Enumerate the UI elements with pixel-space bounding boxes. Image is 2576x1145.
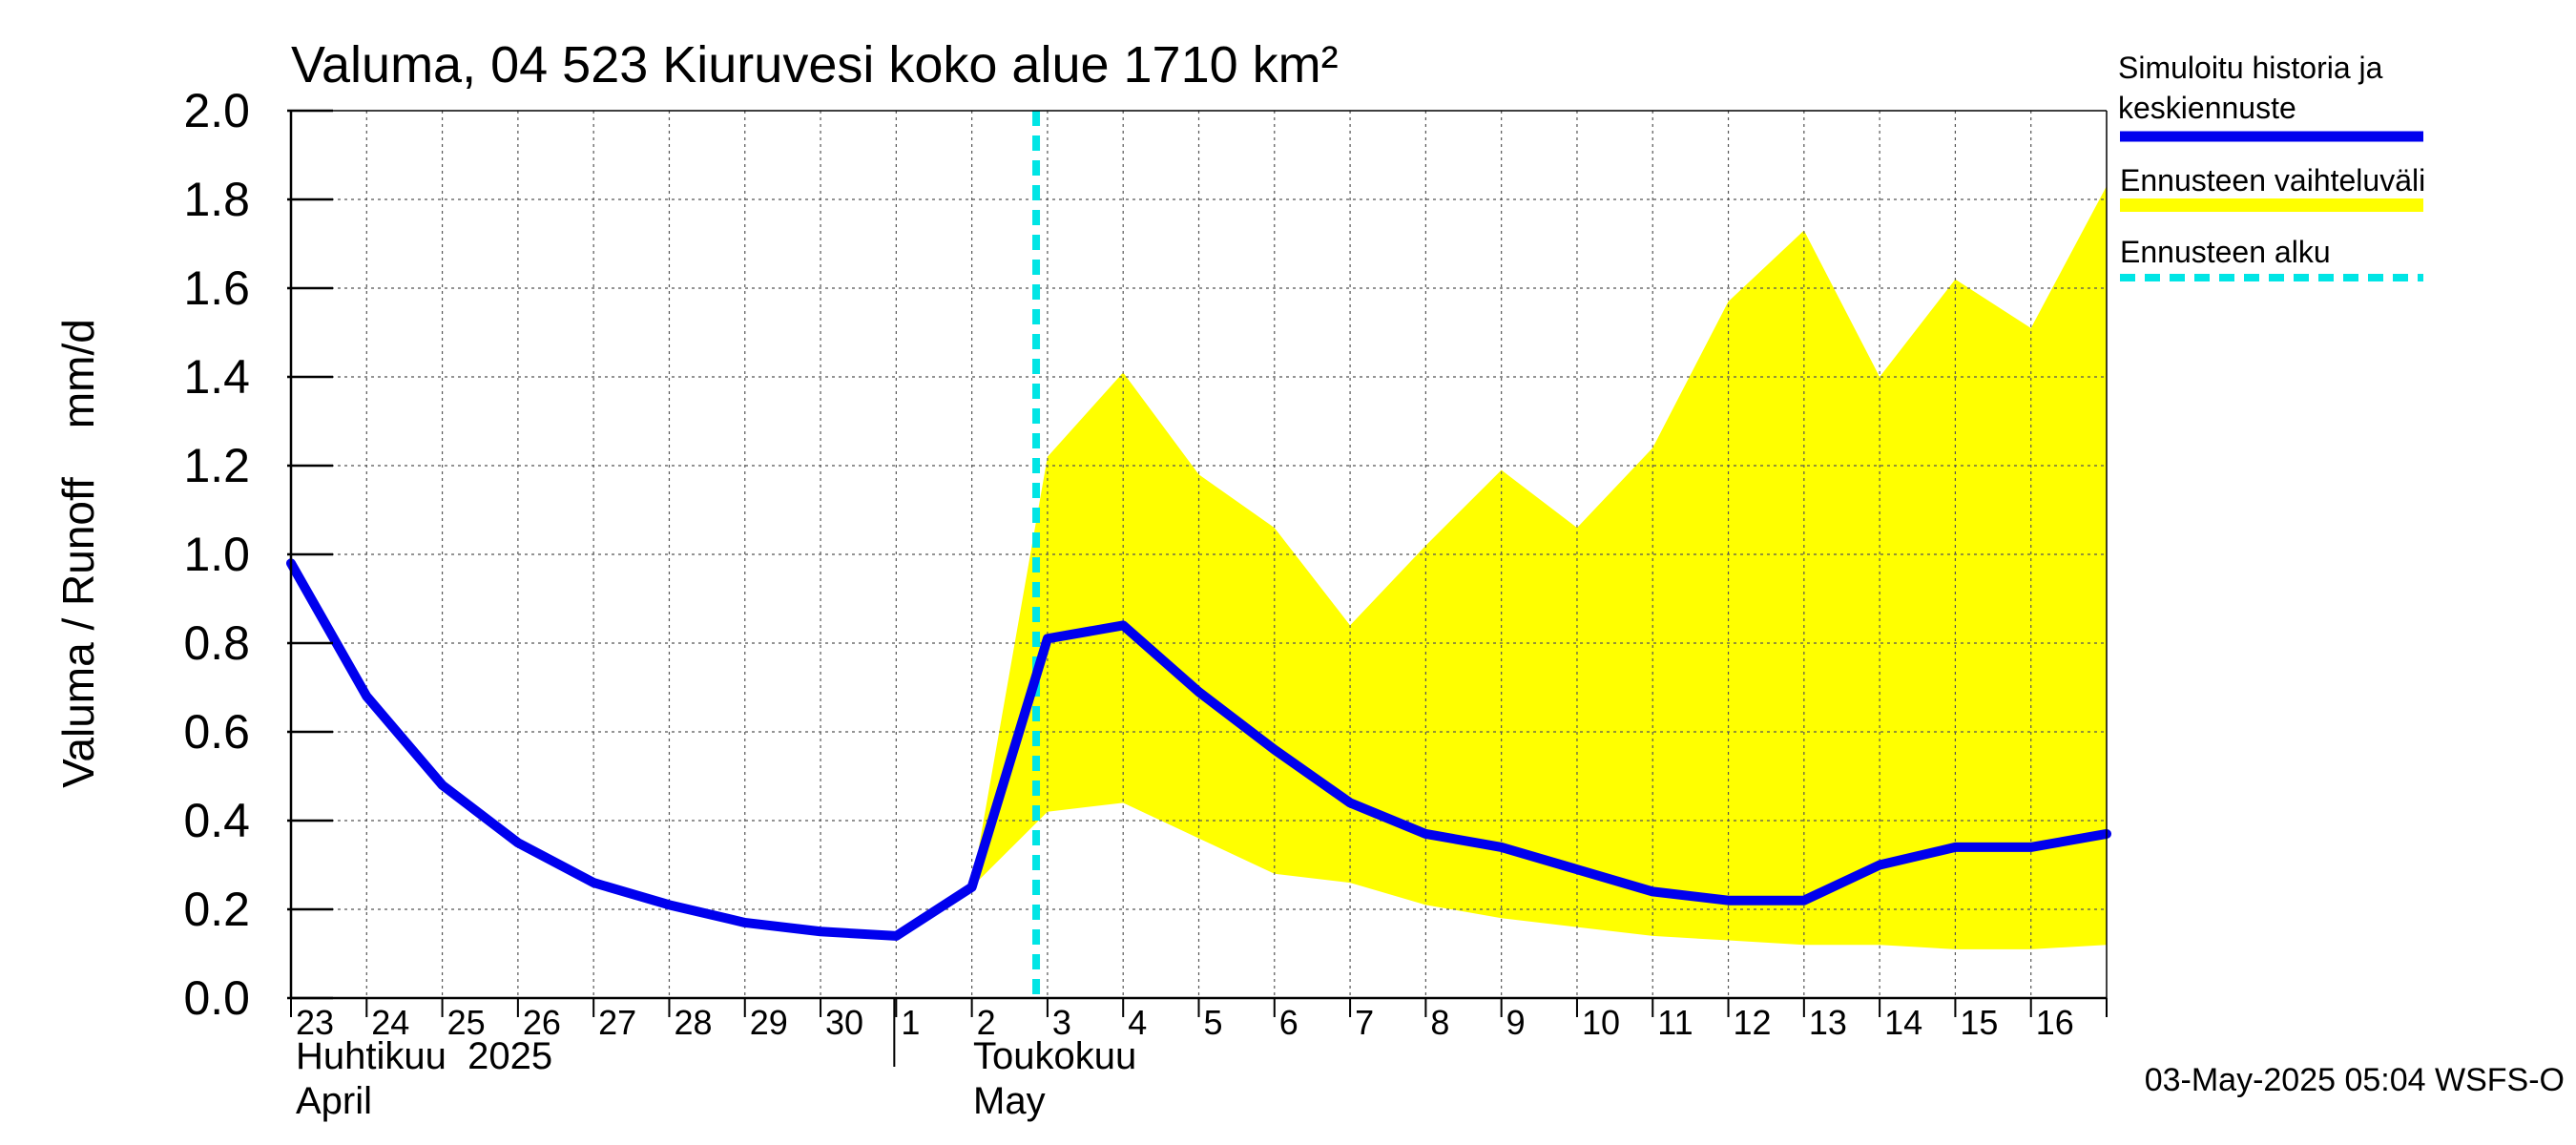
month-label-may: Toukokuu May (973, 1035, 1136, 1122)
month-label-april: Huhtikuu 2025 April (296, 1035, 552, 1122)
y-tick-label: 1.0 (183, 528, 250, 581)
x-tick-label: 15 (1960, 1003, 1998, 1042)
y-tick-label: 1.8 (183, 173, 250, 226)
x-tick-label: 26 (523, 1003, 561, 1042)
x-tick-label: 10 (1582, 1003, 1620, 1042)
grid-lines (291, 111, 2107, 998)
y-tick-label: 1.4 (183, 350, 250, 404)
y-tick-label: 0.0 (183, 971, 250, 1025)
x-tick-label: 1 (901, 1003, 920, 1042)
x-tick-label: 27 (598, 1003, 636, 1042)
legend-entry-forecast-start-label: Ennusteen alku (2120, 235, 2331, 269)
x-tick-label: 23 (296, 1003, 334, 1042)
x-tick-label: 2 (977, 1003, 996, 1042)
y-tick-label: 2.0 (183, 84, 250, 137)
month-label-may-line1: Toukokuu (973, 1035, 1136, 1077)
legend-entry-band-label: Ennusteen vaihteluväli (2120, 163, 2425, 198)
chart-title: Valuma, 04 523 Kiuruvesi koko alue 1710 … (291, 36, 1339, 94)
month-label-may-line2: May (973, 1080, 1046, 1122)
x-tick-label: 5 (1204, 1003, 1223, 1042)
y-tick-label: 1.2 (183, 439, 250, 492)
x-tick-label: 8 (1430, 1003, 1449, 1042)
x-tick-label: 11 (1657, 1003, 1693, 1042)
x-tick-label: 16 (2036, 1003, 2074, 1042)
x-axis-ticks: 23 24 25 26 27 28 29 30 1 2 3 4 5 6 7 8 9 10 11 12 13 14 15 16 (290, 998, 2108, 1067)
y-axis-ticks: 0.0 0.2 0.4 0.6 0.8 1.0 1.2 1.4 1.6 1.8 2.0 (183, 84, 333, 1025)
x-tick-label: 13 (1809, 1003, 1847, 1042)
x-tick-label: 24 (371, 1003, 409, 1042)
y-tick-label: 0.6 (183, 705, 250, 759)
legend: Simuloitu historia ja keskiennuste Ennus… (2118, 51, 2425, 281)
legend-entry-mean-label: Simuloitu historia ja keskiennuste (2118, 51, 2383, 125)
y-tick-label: 0.4 (183, 794, 250, 847)
y-tick-label: 0.2 (183, 883, 250, 936)
y-tick-label: 1.6 (183, 261, 250, 315)
month-label-april-line2: April (296, 1080, 372, 1122)
x-tick-label: 29 (750, 1003, 788, 1042)
x-tick-label: 28 (674, 1003, 712, 1042)
footer-timestamp: 03-May-2025 05:04 WSFS-O (2145, 1062, 2565, 1098)
x-tick-label: 25 (447, 1003, 486, 1042)
y-axis-label: Valuma / Runoff mm/d (53, 319, 103, 788)
x-tick-label: 4 (1128, 1003, 1147, 1042)
month-label-april-line1: Huhtikuu 2025 (296, 1035, 552, 1077)
x-tick-label: 14 (1884, 1003, 1922, 1042)
simulated-runoff-series (286, 558, 2111, 941)
x-tick-label: 6 (1279, 1003, 1298, 1042)
x-tick-label: 12 (1734, 1003, 1772, 1042)
legend-entry-mean-label-box: Simuloitu historia ja keskiennuste (2118, 51, 2383, 125)
series-line-simulated (286, 558, 2111, 941)
x-tick-label: 30 (825, 1003, 863, 1042)
x-tick-label: 3 (1052, 1003, 1071, 1042)
x-tick-label: 7 (1355, 1003, 1374, 1042)
x-tick-label: 9 (1506, 1003, 1526, 1042)
y-tick-label: 0.8 (183, 616, 250, 670)
